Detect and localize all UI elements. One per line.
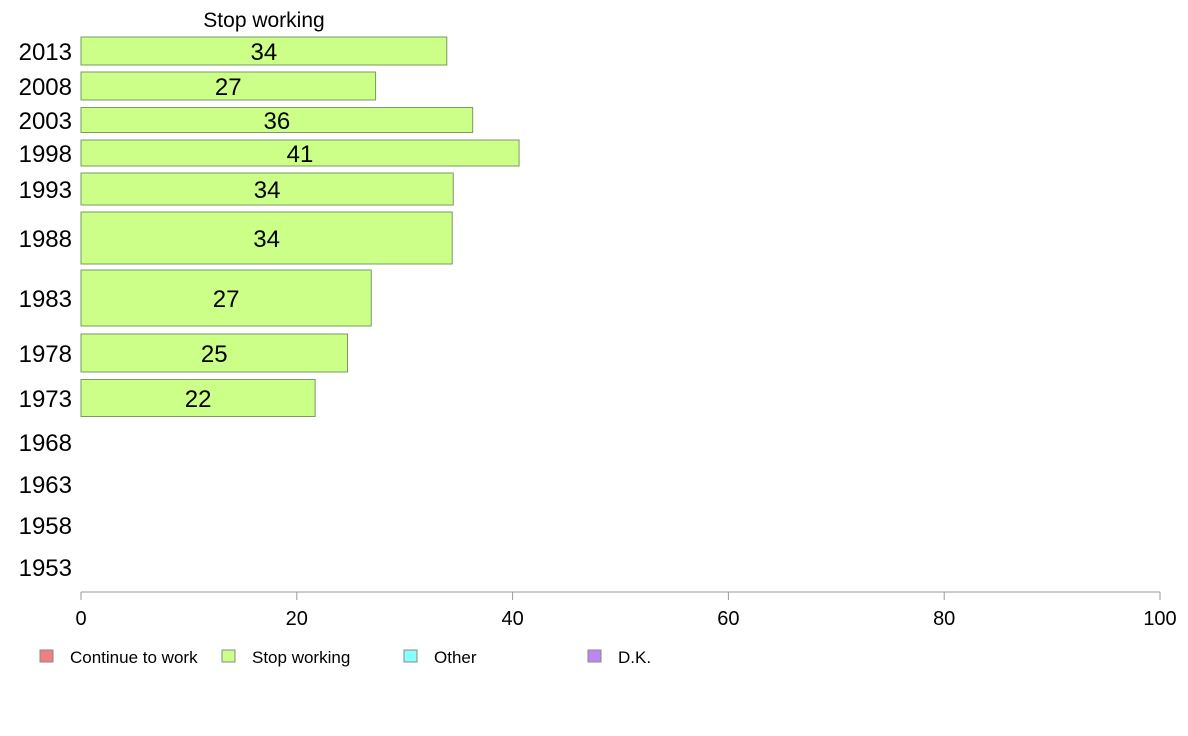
x-tick-label-80: 80	[933, 608, 955, 630]
legend: Continue to work Stop working Other D.K.	[39, 648, 651, 667]
bar-2003	[80, 107, 474, 133]
legend-swatch-2	[403, 649, 418, 663]
year-label-1978: 1978	[19, 341, 72, 368]
year-label-1963: 1963	[19, 472, 72, 499]
legend-label-2: Other	[434, 648, 477, 667]
x-tick-label-0: 0	[75, 608, 86, 630]
bar-value-1988: 34	[253, 226, 280, 253]
year-label-1968: 1968	[19, 430, 72, 457]
bar-value-1973: 22	[185, 386, 212, 413]
x-tick-label-20: 20	[286, 608, 308, 630]
year-label-1998: 1998	[19, 141, 72, 168]
bar-2013	[80, 36, 448, 66]
bar-value-2003: 36	[263, 108, 290, 135]
year-label-1973: 1973	[19, 386, 72, 413]
bar-1988	[80, 211, 453, 265]
bar-2008	[80, 71, 377, 101]
bar-1993	[80, 172, 454, 206]
bar-value-1983: 27	[213, 286, 240, 313]
year-label-2013: 2013	[19, 39, 72, 66]
year-label-2003: 2003	[19, 108, 72, 135]
x-tick-label-100: 100	[1143, 608, 1176, 630]
bar-value-1998: 41	[287, 141, 314, 168]
bar-1998	[80, 139, 520, 167]
bar-1978	[80, 333, 349, 373]
x-tick-label-40: 40	[501, 608, 523, 630]
bar-1983	[80, 269, 372, 327]
year-label-1958: 1958	[19, 513, 72, 540]
bar-1973	[80, 379, 316, 417]
chart-title: Stop working	[203, 9, 324, 32]
legend-label-1: Stop working	[252, 648, 350, 667]
year-label-2008: 2008	[19, 74, 72, 101]
legend-swatch-1	[221, 649, 236, 663]
year-label-1953: 1953	[19, 555, 72, 582]
year-label-1988: 1988	[19, 226, 72, 253]
x-tick-label-60: 60	[717, 608, 739, 630]
legend-label-3: D.K.	[618, 648, 651, 667]
legend-swatch-3	[587, 649, 602, 663]
year-label-1993: 1993	[19, 177, 72, 204]
x-axis: 0 20 40 60 80 100	[75, 591, 1177, 630]
bar-value-2008: 27	[215, 74, 242, 101]
bar-value-1993: 34	[254, 177, 281, 204]
year-label-1983: 1983	[19, 286, 72, 313]
bar-value-2013: 34	[251, 39, 278, 66]
bar-value-1978: 25	[201, 341, 228, 368]
year-labels: 2013 2008 2003 1998 1993 1988 1983 1978 1973 1968…	[19, 39, 72, 582]
legend-label-0: Continue to work	[70, 648, 198, 667]
legend-swatch-0	[39, 649, 54, 663]
